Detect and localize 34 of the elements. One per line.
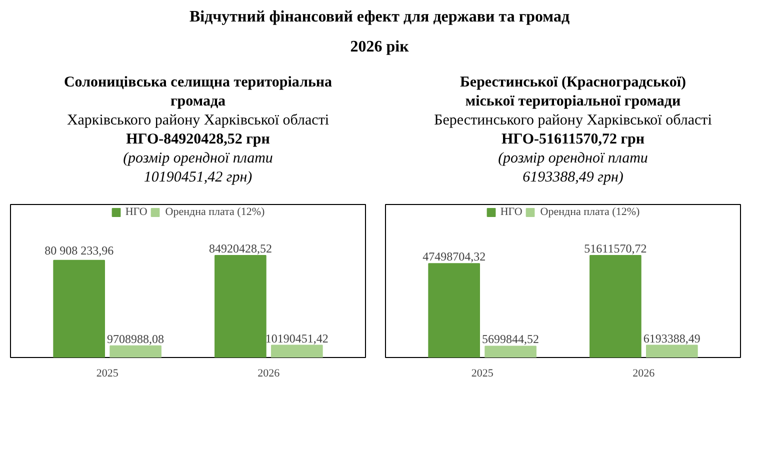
bar: [271, 344, 323, 358]
legend-label: Орендна плата (12%): [165, 206, 265, 218]
text: Відчутний фінансовий ефект для держави та громад: [189, 8, 570, 26]
data-label: 10190451,42: [265, 331, 328, 346]
data-label: 47498704,32: [422, 250, 486, 264]
text: НГО-51611570,72 грн: [502, 132, 645, 148]
chart-title: Берестинської (Красноградської) міської територіальної громади: [460, 74, 686, 110]
legend-label: НГО: [500, 206, 522, 218]
data-label: 9708988,08: [107, 332, 164, 346]
chart-subtitle: Харківського району Харківської області: [66, 112, 330, 128]
x-tick-label: 2026: [632, 368, 656, 380]
bar: [484, 346, 536, 358]
bar: [214, 255, 266, 358]
text: 2026 рік: [350, 38, 410, 56]
chart-subtitle: Берестинського району Харківської області: [434, 112, 712, 128]
text: НГО-84920428,52 грн: [126, 132, 270, 148]
bar: [428, 263, 480, 358]
x-tick-label: 2025: [96, 368, 119, 380]
text: (розмір орендної плати 10190451,42 грн): [123, 150, 273, 186]
bar: [53, 260, 105, 358]
data-label: 6193388,49: [643, 331, 700, 346]
text: (розмір орендної плати 6193388,49 грн): [498, 150, 648, 186]
bar: [646, 344, 698, 358]
bar: [110, 345, 162, 358]
data-label: 84920428,52: [208, 242, 272, 256]
legend-label: Орендна плата (12%): [540, 206, 640, 218]
bar: [590, 255, 642, 358]
data-label: 80 908 233,96: [44, 243, 114, 258]
x-tick-label: 2026: [258, 368, 280, 380]
data-label: 51611570,72: [584, 242, 647, 256]
chart-title: Солоницівська селищна територіальна громада: [64, 74, 333, 110]
legend-label: НГО: [125, 206, 148, 218]
x-tick-label: 2025: [471, 368, 494, 380]
data-label: 5699844,52: [482, 332, 540, 346]
